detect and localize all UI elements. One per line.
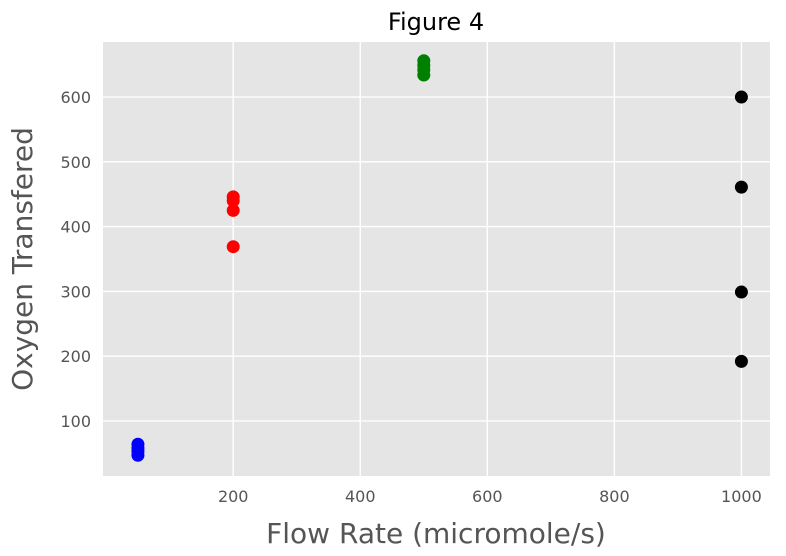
x-tick-label: 200 (218, 487, 249, 506)
data-point (131, 437, 145, 451)
data-point (417, 54, 431, 68)
x-tick-label: 600 (472, 487, 503, 506)
y-tick-label: 500 (60, 153, 91, 172)
x-tick-label: 800 (599, 487, 630, 506)
chart-title: Figure 4 (388, 8, 484, 36)
grid-lines (103, 42, 770, 476)
data-points (131, 54, 748, 462)
data-point (734, 180, 748, 194)
x-tick-label: 1000 (721, 487, 762, 506)
y-tick-label: 400 (60, 218, 91, 237)
data-point (734, 354, 748, 368)
y-tick-label: 200 (60, 347, 91, 366)
y-tick-label: 300 (60, 282, 91, 301)
x-tick-label: 400 (345, 487, 376, 506)
data-point (226, 190, 240, 204)
data-point (734, 90, 748, 104)
tick-labels: 200 400 600 800 1000 100 200 300 400 500 600 (60, 88, 761, 506)
y-axis-label: Oxygen Transfered (6, 127, 39, 391)
y-tick-label: 100 (60, 412, 91, 431)
data-point (734, 285, 748, 299)
data-point (226, 240, 240, 254)
y-tick-label: 600 (60, 88, 91, 107)
plot-area (103, 42, 770, 476)
data-point (226, 203, 240, 217)
x-axis-label: Flow Rate (micromole/s) (266, 517, 606, 550)
